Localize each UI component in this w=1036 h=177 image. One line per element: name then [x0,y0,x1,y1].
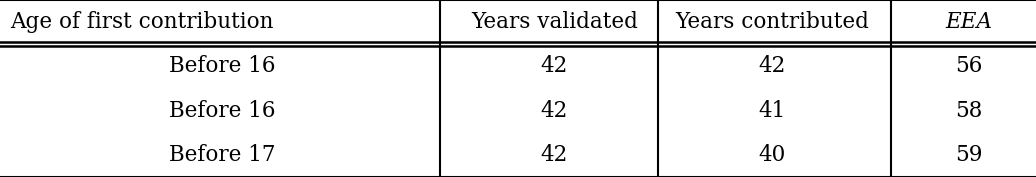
Text: 42: 42 [541,100,568,122]
Text: Before 16: Before 16 [170,55,276,77]
Text: Years contributed: Years contributed [674,11,869,33]
Text: EEA: EEA [945,11,992,33]
Text: 42: 42 [541,55,568,77]
Text: 56: 56 [955,55,982,77]
Text: Before 17: Before 17 [170,144,276,166]
Text: 58: 58 [955,100,982,122]
Text: 59: 59 [955,144,982,166]
Text: Years validated: Years validated [470,11,638,33]
Text: Age of first contribution: Age of first contribution [10,11,274,33]
Text: 42: 42 [758,55,785,77]
Text: 41: 41 [758,100,785,122]
Text: 40: 40 [758,144,785,166]
Text: Before 16: Before 16 [170,100,276,122]
Text: 42: 42 [541,144,568,166]
